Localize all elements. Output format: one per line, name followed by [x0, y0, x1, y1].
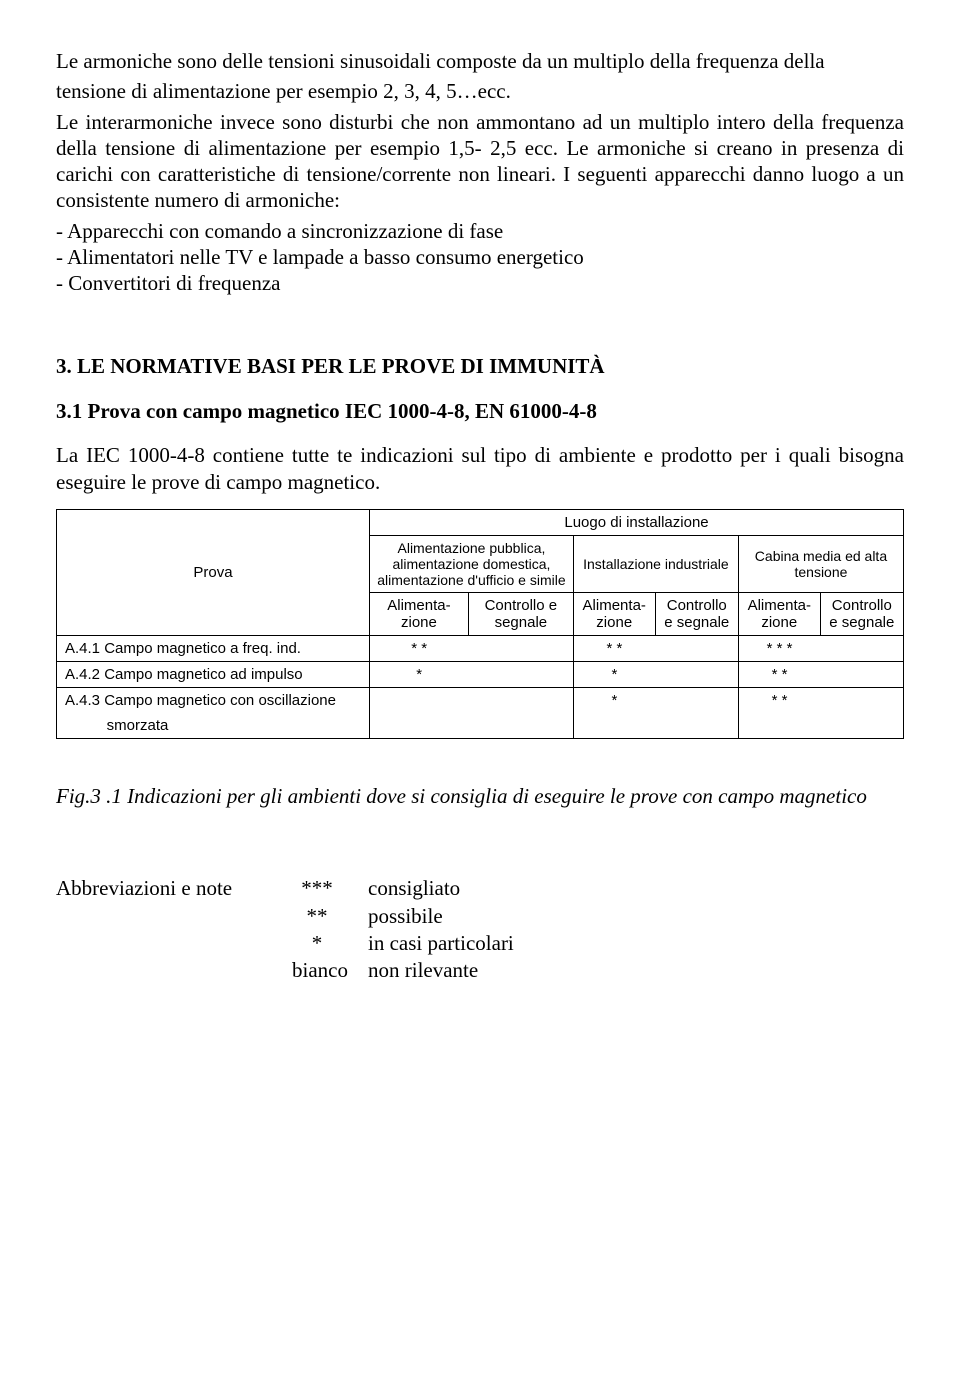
- abbrev-sym-3: bianco: [280, 957, 354, 984]
- th-sub-2b: Controllo e segnale: [655, 593, 738, 636]
- table-cell: [820, 688, 903, 714]
- abbrev-desc-3: non rilevante: [354, 957, 478, 984]
- section-title: 3. LE NORMATIVE BASI PER LE PROVE DI IMM…: [56, 354, 904, 379]
- th-group-3: Cabina media ed alta tensione: [738, 535, 903, 592]
- figure-caption: Fig.3 .1 Indicazioni per gli ambienti do…: [56, 783, 904, 809]
- subsection-title: 3.1 Prova con campo magnetico IEC 1000-4…: [56, 399, 904, 424]
- table-cell: *: [573, 688, 655, 714]
- table-row-label: A.4.3 Campo magnetico con oscillazione: [57, 688, 370, 714]
- table-cell: * *: [738, 688, 820, 714]
- table-cell: *: [370, 662, 469, 688]
- paragraph-3: La IEC 1000-4-8 contiene tutte te indica…: [56, 442, 904, 495]
- th-super: Luogo di installazione: [370, 509, 904, 535]
- bullet-3: - Convertitori di frequenza: [56, 270, 904, 296]
- table-cell: [370, 713, 469, 739]
- table-cell: [468, 636, 573, 662]
- bullet-2: - Alimentatori nelle TV e lampade a bass…: [56, 244, 904, 270]
- th-sub-2a: Alimenta-zione: [573, 593, 655, 636]
- paragraph-1a: Le armoniche sono delle tensioni sinusoi…: [56, 48, 904, 74]
- bullet-1: - Apparecchi con comando a sincronizzazi…: [56, 218, 904, 244]
- table-cell: * *: [573, 636, 655, 662]
- table-cell: *: [573, 662, 655, 688]
- table-row-label: A.4.1 Campo magnetico a freq. ind.: [57, 636, 370, 662]
- table-cell: [738, 713, 820, 739]
- table-cell: * *: [738, 662, 820, 688]
- table-cell: [655, 662, 738, 688]
- table-cell: [655, 636, 738, 662]
- table-cell: [820, 662, 903, 688]
- table-row-label: smorzata: [57, 713, 370, 739]
- table-cell: [573, 713, 655, 739]
- table-cell: [820, 713, 903, 739]
- table-cell: [655, 713, 738, 739]
- abbrev-sym-2: *: [280, 930, 354, 957]
- th-group-2: Installazione industriale: [573, 535, 738, 592]
- abbrev-title: Abbreviazioni e note: [56, 875, 280, 902]
- th-group-1: Alimentazione pubblica, alimentazione do…: [370, 535, 574, 592]
- table-cell: [655, 688, 738, 714]
- table-cell: * * *: [738, 636, 820, 662]
- th-sub-3b: Controllo e segnale: [820, 593, 903, 636]
- installation-table: Prova Luogo di installazione Alimentazio…: [56, 509, 904, 739]
- th-prova: Prova: [57, 509, 370, 635]
- table-cell: [468, 713, 573, 739]
- abbrev-sym-1: **: [280, 903, 354, 930]
- abbrev-sym-0: ***: [280, 875, 354, 902]
- table-cell: [468, 688, 573, 714]
- abbreviations: Abbreviazioni e note *** consigliato ** …: [56, 875, 904, 984]
- th-sub-1a: Alimenta-zione: [370, 593, 469, 636]
- paragraph-2: Le interarmoniche invece sono disturbi c…: [56, 109, 904, 214]
- table-cell: [370, 688, 469, 714]
- table-row-label: A.4.2 Campo magnetico ad impulso: [57, 662, 370, 688]
- table-cell: * *: [370, 636, 469, 662]
- abbrev-desc-1: possibile: [354, 903, 443, 930]
- table-cell: [468, 662, 573, 688]
- abbrev-desc-2: in casi particolari: [354, 930, 514, 957]
- paragraph-1b: tensione di alimentazione per esempio 2,…: [56, 78, 904, 104]
- th-sub-3a: Alimenta-zione: [738, 593, 820, 636]
- abbrev-desc-0: consigliato: [354, 875, 460, 902]
- th-sub-1b: Controllo e segnale: [468, 593, 573, 636]
- bullet-list: - Apparecchi con comando a sincronizzazi…: [56, 218, 904, 297]
- table-cell: [820, 636, 903, 662]
